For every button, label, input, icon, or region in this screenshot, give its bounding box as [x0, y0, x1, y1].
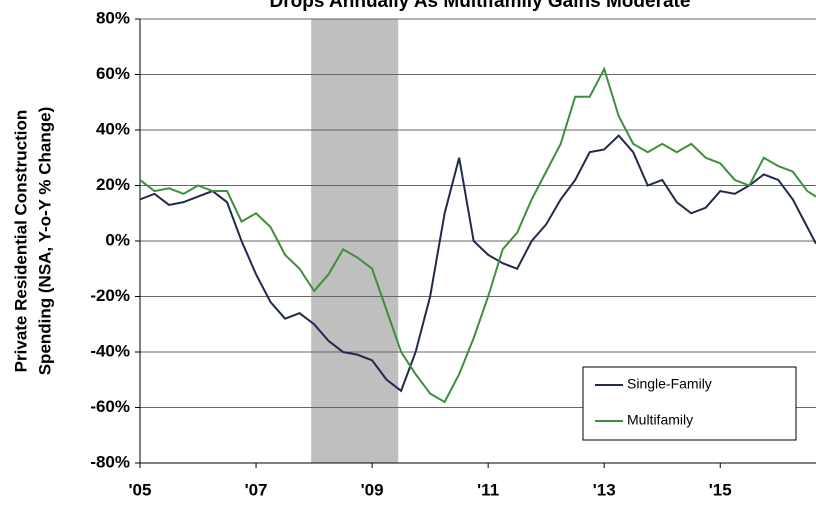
series-line [139, 66, 816, 404]
x-tick-label: '05 [129, 480, 152, 499]
legend-label: Multifamily [627, 412, 693, 428]
chart-title: Drops Annually As Multifamily Gains Mode… [270, 0, 691, 12]
y-tick-label: 40% [96, 119, 130, 138]
y-axis-label: Private Residential Construction [11, 110, 30, 373]
x-tick-label: '09 [361, 480, 384, 499]
y-tick-label: 20% [96, 175, 130, 194]
y-tick-label: 60% [96, 64, 130, 83]
y-tick-label: -60% [90, 397, 130, 416]
y-axis-label: Spending (NSA, Y-o-Y % Change) [35, 107, 54, 376]
x-tick-label: '11 [477, 480, 499, 499]
y-tick-label: 80% [96, 8, 130, 27]
y-tick-label: -80% [90, 452, 130, 471]
series-line [139, 134, 816, 393]
y-tick-label: 0% [105, 230, 130, 249]
legend-label: Single-Family [627, 376, 712, 392]
y-tick-label: -40% [90, 341, 130, 360]
y-tick-label: -20% [90, 286, 130, 305]
x-tick-label: '07 [245, 480, 268, 499]
x-tick-label: '15 [709, 480, 732, 499]
x-tick-label: '13 [593, 480, 616, 499]
legend-box [582, 366, 797, 441]
